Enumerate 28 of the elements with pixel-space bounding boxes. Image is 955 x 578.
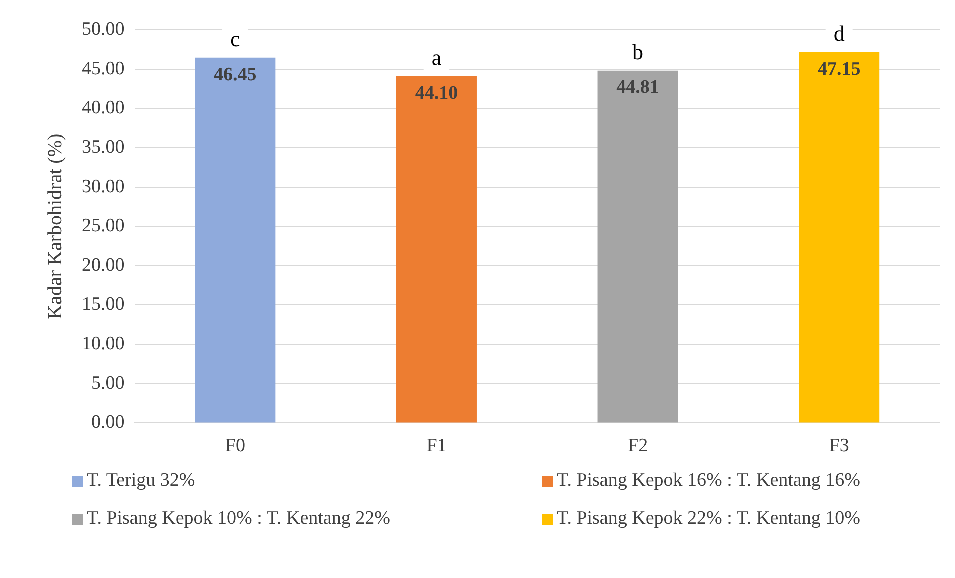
y-axis-title: Kadar Karbohidrat (%) xyxy=(44,134,66,320)
x-tick-label: F1 xyxy=(426,436,447,457)
y-tick-label: 35.00 xyxy=(82,136,125,158)
y-tick-label: 40.00 xyxy=(82,98,125,119)
y-tick-label: 15.00 xyxy=(82,294,125,316)
annotation: c xyxy=(230,26,241,52)
y-tick-label: 45.00 xyxy=(82,58,125,80)
legend-label: T. Pisang Kepok 16% : T. Kentang 16% xyxy=(557,470,860,492)
annotation: d xyxy=(834,21,845,46)
y-tick-label: 20.00 xyxy=(82,254,125,276)
data-label: 46.45 xyxy=(214,64,257,86)
x-tick-label: F0 xyxy=(225,436,246,457)
y-tick-label: 25.00 xyxy=(82,216,125,237)
legend-label: T. Terigu 32% xyxy=(87,470,196,492)
y-tick-label: 10.00 xyxy=(82,334,125,355)
y-tick-label: 50.00 xyxy=(82,18,125,40)
annotation: b xyxy=(632,40,644,65)
legend-label: T. Pisang Kepok 22% : T. Kentang 10% xyxy=(557,508,860,530)
data-label: 44.81 xyxy=(616,77,660,98)
x-tick-label: F2 xyxy=(628,436,648,457)
annotation: a xyxy=(432,45,442,70)
x-tick-label: F3 xyxy=(829,436,850,457)
data-label: 44.10 xyxy=(415,82,458,104)
y-tick-label: 5.00 xyxy=(92,372,125,394)
legend-label: T. Pisang Kepok 10% : T. Kentang 22% xyxy=(87,508,390,530)
y-tick-label: 30.00 xyxy=(82,176,125,198)
y-tick-label: 0.00 xyxy=(92,412,125,434)
data-label: 47.15 xyxy=(818,58,861,80)
